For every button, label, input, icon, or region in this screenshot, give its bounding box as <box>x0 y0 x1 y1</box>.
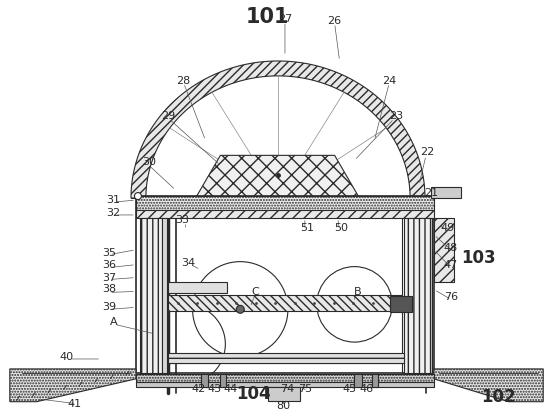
Text: A: A <box>110 317 118 327</box>
Bar <box>431 187 461 198</box>
Bar <box>136 382 434 387</box>
Bar <box>168 353 404 363</box>
Polygon shape <box>10 369 136 402</box>
Text: 29: 29 <box>162 111 176 121</box>
Text: 80: 80 <box>276 400 290 411</box>
Text: 50: 50 <box>335 223 349 233</box>
Text: 35: 35 <box>102 248 116 258</box>
Bar <box>168 308 404 363</box>
Text: 101: 101 <box>245 7 289 27</box>
Text: 45: 45 <box>342 384 356 394</box>
Text: 23: 23 <box>389 111 403 121</box>
Text: C: C <box>251 288 259 298</box>
Text: 75: 75 <box>297 384 312 394</box>
Bar <box>268 387 300 401</box>
Text: 21: 21 <box>424 188 438 198</box>
Text: 27: 27 <box>278 14 292 24</box>
Text: 47: 47 <box>443 260 458 270</box>
Polygon shape <box>434 369 543 402</box>
Text: 33: 33 <box>175 215 190 225</box>
Bar <box>372 374 379 387</box>
Bar <box>162 218 166 373</box>
Text: 46: 46 <box>359 384 374 394</box>
Bar <box>390 296 412 312</box>
Text: 30: 30 <box>142 157 156 167</box>
Text: 51: 51 <box>300 223 314 233</box>
Text: 28: 28 <box>176 76 191 86</box>
Polygon shape <box>131 61 425 198</box>
Text: 31: 31 <box>106 195 120 205</box>
Bar <box>434 218 454 283</box>
Text: 49: 49 <box>441 223 455 233</box>
Text: 37: 37 <box>102 273 116 283</box>
Text: 36: 36 <box>102 260 116 270</box>
Bar <box>136 196 434 373</box>
Text: 40: 40 <box>59 352 73 362</box>
Bar <box>404 218 432 373</box>
Bar <box>140 218 162 373</box>
Text: 39: 39 <box>102 302 116 312</box>
Text: 22: 22 <box>420 147 434 157</box>
Text: 24: 24 <box>382 76 396 86</box>
Bar <box>200 374 209 387</box>
Text: 42: 42 <box>191 384 206 394</box>
Text: 38: 38 <box>102 284 116 295</box>
Text: 76: 76 <box>444 293 458 303</box>
Text: 44: 44 <box>223 384 238 394</box>
Polygon shape <box>195 155 360 198</box>
Text: 34: 34 <box>181 258 196 268</box>
Text: B: B <box>354 288 361 298</box>
Text: 104: 104 <box>236 385 270 403</box>
Bar <box>355 374 362 387</box>
Ellipse shape <box>134 193 142 200</box>
Text: 103: 103 <box>461 249 496 267</box>
Bar <box>136 210 434 218</box>
Text: 102: 102 <box>481 388 516 406</box>
Bar <box>220 374 226 387</box>
Text: 48: 48 <box>443 243 458 253</box>
Text: 32: 32 <box>106 208 120 218</box>
Bar <box>168 281 228 293</box>
Text: 74: 74 <box>280 384 294 394</box>
Text: 26: 26 <box>327 16 342 26</box>
Ellipse shape <box>236 305 244 313</box>
Bar <box>136 374 434 382</box>
Text: 41: 41 <box>67 399 82 409</box>
Text: 43: 43 <box>208 384 221 394</box>
Bar <box>136 196 434 210</box>
Bar <box>168 295 402 311</box>
